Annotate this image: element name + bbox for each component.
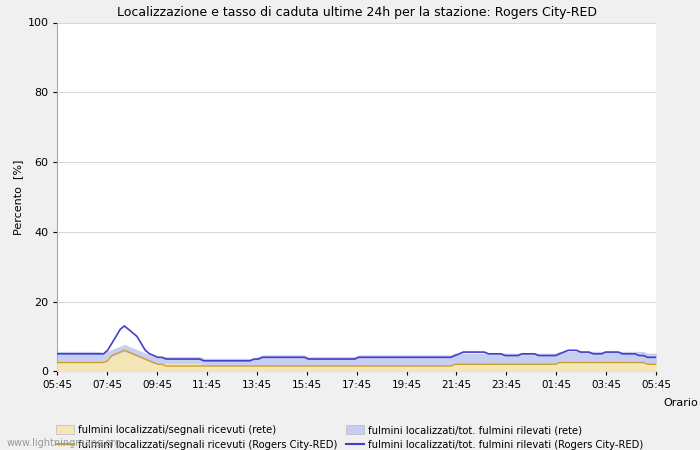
Y-axis label: Percento  [%]: Percento [%] — [13, 159, 23, 234]
Text: Orario: Orario — [663, 398, 698, 408]
Legend: fulmini localizzati/segnali ricevuti (rete), fulmini localizzati/segnali ricevut: fulmini localizzati/segnali ricevuti (re… — [57, 425, 643, 450]
Text: www.lightningmaps.org: www.lightningmaps.org — [7, 438, 122, 448]
Title: Localizzazione e tasso di caduta ultime 24h per la stazione: Rogers City-RED: Localizzazione e tasso di caduta ultime … — [117, 5, 596, 18]
